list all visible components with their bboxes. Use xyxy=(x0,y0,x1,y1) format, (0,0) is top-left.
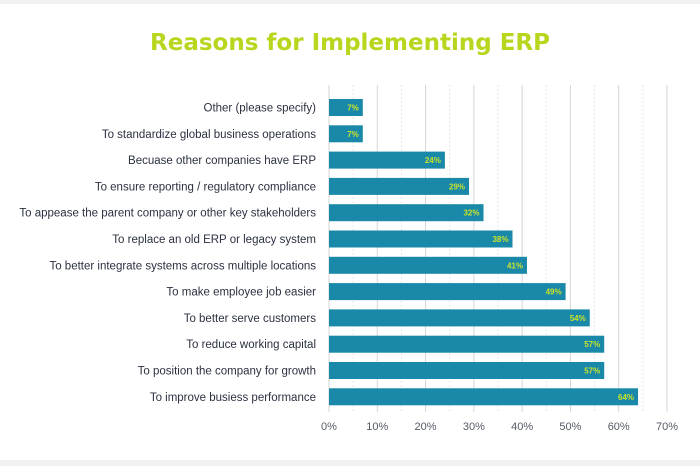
x-tick-label: 50% xyxy=(559,421,581,433)
category-label: To ensure reporting / regulatory complia… xyxy=(95,181,316,193)
category-label: To standardize global business operation… xyxy=(102,129,316,141)
x-tick-label: 70% xyxy=(656,421,678,433)
bar-value-label: 29% xyxy=(449,182,465,191)
x-tick-label: 40% xyxy=(511,421,533,433)
bar xyxy=(329,177,470,195)
x-tick-label: 30% xyxy=(463,421,485,433)
bar-value-label: 49% xyxy=(546,288,562,297)
bar xyxy=(329,283,566,301)
bar xyxy=(329,362,605,379)
bar xyxy=(329,151,445,169)
bar-value-label: 38% xyxy=(492,235,508,244)
bar-value-label: 64% xyxy=(618,393,634,402)
bar-value-label: 57% xyxy=(584,340,600,349)
category-label: Other (please specify) xyxy=(204,103,317,115)
category-label: To position the company for growth xyxy=(138,366,316,378)
bar-value-label: 41% xyxy=(507,261,523,270)
category-label: Becuase other companies have ERP xyxy=(128,155,316,167)
bar-value-label: 7% xyxy=(347,104,359,113)
grid-lines xyxy=(328,85,668,412)
category-label: To make employee job easier xyxy=(166,287,316,299)
bar xyxy=(329,335,605,353)
x-tick-label: 20% xyxy=(415,421,437,433)
bar-value-label: 24% xyxy=(425,156,441,165)
bar xyxy=(329,125,363,143)
x-tick-label: 60% xyxy=(608,421,630,433)
category-label: To improve busiess performance xyxy=(150,392,316,404)
bar xyxy=(329,256,527,274)
bar-value-label: 32% xyxy=(463,209,479,218)
category-labels: Other (please specify) To standardize glo… xyxy=(19,103,316,404)
category-label: To appease the parent company or other k… xyxy=(19,208,316,220)
x-axis-tick-labels: 0% 10% 20% 30% 40% 50% 60% 70% xyxy=(321,421,678,433)
bar xyxy=(329,309,590,327)
x-tick-label: 0% xyxy=(321,421,337,433)
category-label: To better integrate systems across multi… xyxy=(49,260,316,272)
chart-title: Reasons for Implementing ERP xyxy=(150,30,550,56)
bar xyxy=(329,388,639,406)
category-label: To reduce working capital xyxy=(186,339,316,351)
bar-value-label: 57% xyxy=(584,367,600,376)
x-tick-label: 10% xyxy=(366,421,388,433)
bar xyxy=(329,99,363,116)
bar xyxy=(329,230,513,248)
bar-value-label: 7% xyxy=(347,130,359,139)
bars: 7% 7% 24% 29% 32% 38% 41% 49% 54% 57% 57% 64% xyxy=(329,99,639,406)
category-label: To better serve customers xyxy=(184,313,317,325)
bar-value-label: 54% xyxy=(570,314,586,323)
bar xyxy=(329,204,484,222)
category-label: To replace an old ERP or legacy system xyxy=(112,234,316,246)
